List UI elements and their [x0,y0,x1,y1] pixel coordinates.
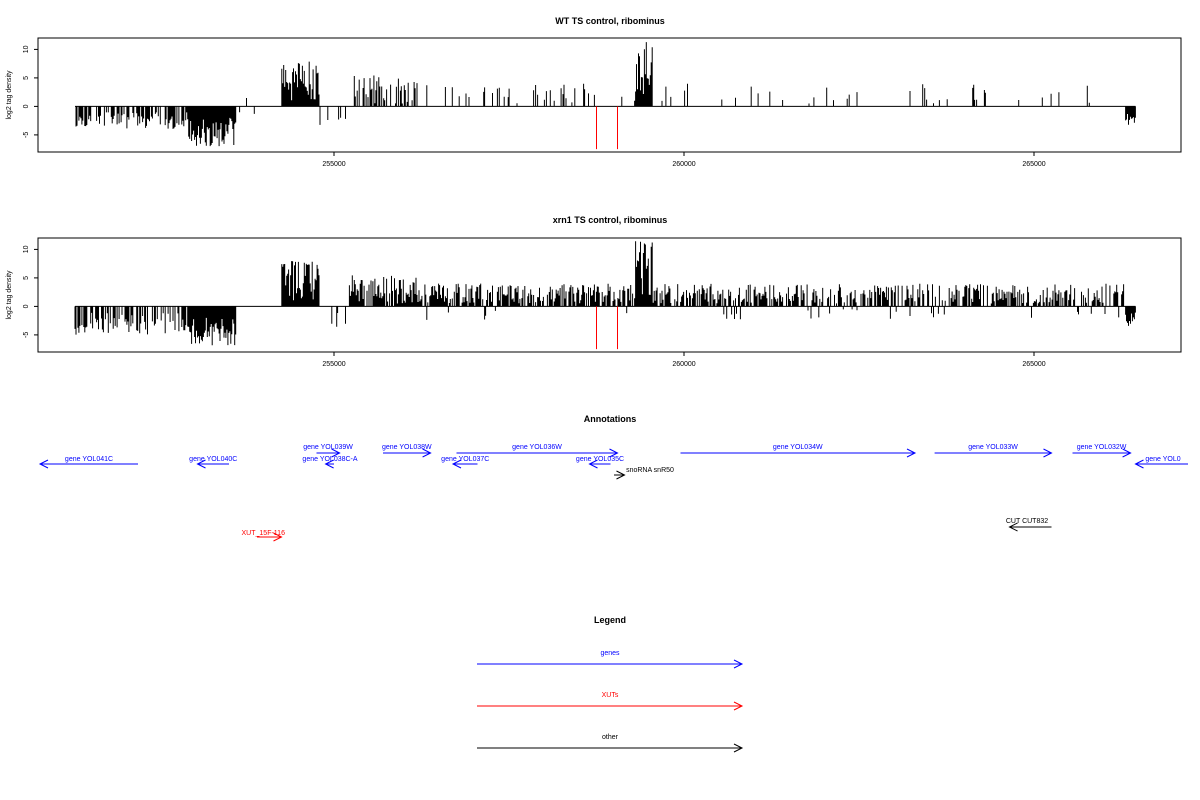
y-tick-label: 0 [23,304,30,308]
legend-arrow-head [733,743,744,753]
y-axis-xrn1: -5 0 5 10 [23,245,39,338]
gene-label: gene YOL038C-A [302,456,357,463]
gene-arrow [324,459,334,469]
y-tick-label: -5 [23,132,30,138]
plot-frame-wt [37,37,1182,153]
x-axis-xrn1: 255000 260000 265000 [322,352,1046,368]
gene-arrow-head [451,459,462,469]
y-axis-label-wt: log2 tag density [6,70,13,120]
gene-label: gene YOL038W [382,444,432,451]
legend-items: genes XUTs other [477,650,744,753]
density-bars-xrn1 [74,241,1136,346]
x-tick-label: 255000 [322,161,345,168]
gene-arrow-head [906,448,917,458]
gene-label: gene YOL039W [303,444,353,451]
gene-label: gene YOL041C [65,456,113,463]
other-arrow [614,470,626,480]
gene-arrow-head [324,459,334,469]
legend-arrow [477,701,744,711]
legend-title: Legend [594,615,626,625]
y-axis-wt: -5 0 5 10 [23,45,39,138]
gene-arrow [456,448,619,458]
gene-arrow-head [588,459,598,469]
x-tick-label: 265000 [1022,161,1045,168]
gene-arrow [1134,459,1188,469]
annotations-title: Annotations [584,414,637,424]
legend-label: XUTs [602,692,619,699]
other-label: snoRNA snR50 [626,467,674,474]
gene-arrow-head [1134,459,1144,469]
x-tick-label: 255000 [322,361,345,368]
gene-arrow [196,459,229,469]
density-panel-xrn1: xrn1 TS control, ribominus log2 tag dens… [6,215,1182,368]
gene-arrow [934,448,1053,458]
gene-arrow [680,448,917,458]
gene-label: gene YOL034W [773,444,823,451]
xut-arrow-head [273,532,283,542]
gene-arrow [588,459,611,469]
y-tick-label: -5 [23,332,30,338]
other-arrow [1008,522,1052,532]
gene-arrow-head [609,448,619,458]
legend-label: other [602,734,619,741]
legend: Legend genes XUTs other [477,615,744,753]
panel-title-xrn1: xrn1 TS control, ribominus [553,215,668,225]
density-bars-path [75,42,1136,147]
legend-arrow-head [733,659,744,669]
xut-label: XUT_15F-116 [242,530,286,537]
other-arrow-head [1008,522,1018,532]
y-tick-label: 10 [23,245,30,253]
gene-label: gene YOL032W [1077,444,1127,451]
panel-title-wt: WT TS control, ribominus [555,16,665,26]
gene-label: gene YOL035C [576,456,624,463]
gene-arrow [316,448,341,458]
gene-arrow-head [196,459,206,469]
legend-arrow [477,743,744,753]
legend-arrow [477,659,744,669]
y-tick-label: 10 [23,45,30,53]
y-tick-label: 5 [23,276,30,280]
gene-label: gene YOL0 [1145,456,1180,463]
gene-arrow [38,459,138,469]
x-tick-label: 260000 [672,361,695,368]
density-bars-path [74,241,1136,346]
gene-arrow [383,448,432,458]
legend-label: genes [600,650,620,657]
gene-label: gene YOL037C [441,456,489,463]
annotation-features: gene YOL041C gene YOL040C gene YOL039W gene… [38,444,1188,542]
density-panel-wt: WT TS control, ribominus log2 tag densit… [6,16,1182,168]
x-tick-label: 265000 [1022,361,1045,368]
xut-arrow [257,532,283,542]
other-label: CUT CUT832 [1006,518,1048,525]
annotations-track: Annotations gene YOL041C gene YOL040Cgene… [38,414,1188,542]
gene-arrow-head [1122,448,1132,458]
gene-arrow [451,459,478,469]
gene-arrow-head [331,448,341,458]
red-marks-xrn1 [596,306,618,350]
gene-arrow-head [38,459,49,469]
gene-arrow-head [422,448,432,458]
x-axis-wt: 255000 260000 265000 [322,152,1046,168]
legend-arrow-head [733,701,744,711]
density-bars-wt [75,42,1136,147]
y-tick-label: 0 [23,104,30,108]
x-tick-label: 260000 [672,161,695,168]
y-axis-label-xrn1: log2 tag density [6,270,13,320]
gene-arrow-head [1043,448,1053,458]
gene-label: gene YOL040C [189,456,237,463]
y-tick-label: 5 [23,76,30,80]
other-arrow-head [616,470,626,480]
gene-arrow [1072,448,1132,458]
gene-label: gene YOL033W [968,444,1018,451]
red-marks-wt [596,106,618,150]
gene-label: gene YOL036W [512,444,562,451]
